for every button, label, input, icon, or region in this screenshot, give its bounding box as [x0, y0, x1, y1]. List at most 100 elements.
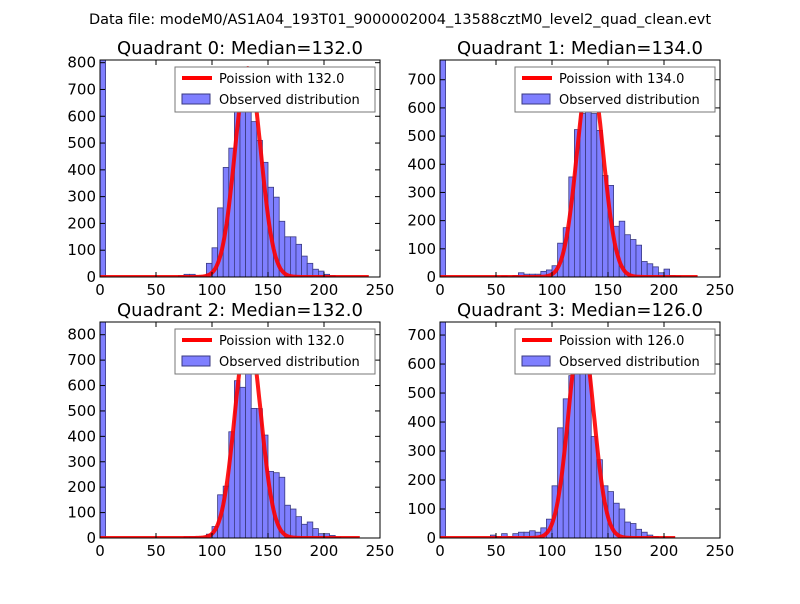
x-tick-label: 150	[594, 281, 623, 299]
y-tick-label: 800	[67, 326, 96, 344]
y-tick-label: 0	[426, 268, 436, 286]
y-tick-label: 600	[407, 355, 436, 373]
legend-observed-swatch	[181, 93, 211, 105]
x-tick-label: 100	[538, 281, 567, 299]
legend-poisson-prefix: Poission with	[219, 334, 307, 349]
histogram-bar	[630, 523, 637, 538]
y-tick-label: 100	[407, 500, 436, 518]
x-tick-label: 250	[366, 542, 395, 560]
histogram-bar	[284, 236, 291, 277]
legend-poisson-label: Poission with 132.0	[219, 72, 344, 87]
x-tick-label: 0	[95, 542, 105, 560]
subplot-quadrant-3: 0 50 100 150 200 250 0 100 200 300 400 500 600 700 Qua…	[407, 300, 734, 560]
y-tick-label: 500	[67, 134, 96, 152]
legend: Poission with 132.0 Observed distribution	[174, 328, 376, 375]
histogram-bar	[306, 262, 314, 277]
y-tick-label: 300	[67, 453, 96, 471]
y-tick-label: 100	[67, 241, 96, 259]
histogram-bar	[630, 239, 637, 277]
axes-frame	[99, 59, 381, 278]
y-tick-label: 800	[67, 54, 96, 72]
histogram-bar	[301, 255, 308, 277]
legend: Poission with 132.0 Observed distribution	[174, 66, 376, 113]
histogram-bar	[440, 60, 446, 277]
y-tick-label: 300	[407, 183, 436, 201]
legend-observed-swatch	[521, 355, 551, 367]
y-tick-label: 0	[86, 529, 96, 547]
histogram-bar	[250, 407, 258, 538]
y-tick-label: 600	[67, 377, 96, 395]
y-tick-label: 500	[407, 127, 436, 145]
histogram-bar	[239, 386, 246, 538]
subplot-quadrant-0: 0 50 100 150 200 250 0 100 200 300 400 500 600 700 800…	[67, 38, 394, 299]
histogram-bar	[100, 60, 106, 277]
y-tick-label: 100	[407, 240, 436, 258]
x-tick-label: 0	[435, 281, 445, 299]
y-tick-label: 400	[407, 413, 436, 431]
subplot-quadrant-1: 0 50 100 150 200 250 0 100 200 300 400 500 600 700 Qua…	[407, 38, 734, 299]
histogram-bar	[295, 243, 302, 277]
y-tick-label: 200	[407, 471, 436, 489]
legend-observed-label: Observed distribution	[559, 93, 700, 108]
plot-area	[100, 322, 361, 538]
histogram-bar	[289, 236, 297, 277]
x-tick-label: 0	[435, 542, 445, 560]
legend-poisson-label: Poission with 134.0	[559, 72, 684, 87]
poisson-curve	[440, 67, 699, 277]
histogram-bar	[618, 508, 626, 538]
legend-observed-swatch	[521, 93, 551, 105]
poisson-curve	[440, 328, 677, 538]
histogram-bar	[306, 521, 314, 538]
y-tick-label: 300	[67, 188, 96, 206]
x-tick-label: 150	[254, 281, 283, 299]
axes-frame	[439, 321, 721, 539]
legend-observed-label: Observed distribution	[559, 355, 700, 370]
legend-observed-label: Observed distribution	[219, 93, 360, 108]
histogram-bar	[239, 89, 246, 277]
y-tick-label: 700	[407, 326, 436, 344]
x-tick-label: 50	[146, 542, 165, 560]
axes-frame	[439, 59, 721, 278]
y-tick-label: 200	[67, 214, 96, 232]
subplot-title: Quadrant 2: Median=132.0	[117, 300, 363, 321]
y-tick-label: 0	[426, 529, 436, 547]
histogram-bar	[289, 508, 297, 538]
x-tick-label: 100	[198, 542, 227, 560]
y-tick-label: 300	[407, 442, 436, 460]
poisson-curve	[100, 328, 361, 538]
histogram-bar	[295, 516, 302, 538]
subplot-title: Quadrant 3: Median=126.0	[457, 300, 703, 321]
x-tick-label: 100	[538, 542, 567, 560]
plot-area	[100, 60, 370, 277]
subplot-quadrant-2: 0 50 100 150 200 250 0 100 200 300 400 500 600 700 800…	[67, 300, 394, 560]
legend-poisson-value: 132.0	[307, 72, 344, 87]
x-tick-label: 100	[198, 281, 227, 299]
plot-area	[440, 322, 677, 538]
legend-poisson-prefix: Poission with	[559, 334, 647, 349]
histogram-bar	[635, 244, 642, 277]
y-tick-label: 200	[67, 478, 96, 496]
x-tick-label: 200	[310, 281, 339, 299]
x-tick-label: 50	[486, 281, 505, 299]
y-tick-label: 700	[67, 80, 96, 98]
y-tick-label: 100	[67, 504, 96, 522]
subplot-title: Quadrant 1: Median=134.0	[457, 38, 703, 59]
x-tick-label: 250	[706, 281, 735, 299]
x-tick-label: 250	[366, 281, 395, 299]
legend: Poission with 126.0 Observed distribution	[514, 328, 716, 375]
x-tick-label: 0	[95, 281, 105, 299]
y-tick-label: 400	[407, 155, 436, 173]
legend-poisson-value: 126.0	[647, 334, 684, 349]
subplot-title: Quadrant 0: Median=132.0	[117, 38, 363, 59]
y-tick-label: 400	[67, 427, 96, 445]
poisson-curve	[100, 66, 370, 277]
y-tick-label: 600	[407, 99, 436, 117]
x-tick-label: 150	[594, 542, 623, 560]
y-tick-label: 0	[86, 268, 96, 286]
histogram-bar	[641, 261, 648, 277]
y-tick-label: 400	[67, 161, 96, 179]
x-tick-label: 50	[486, 542, 505, 560]
y-tick-label: 700	[67, 351, 96, 369]
histogram-bar	[440, 322, 446, 538]
